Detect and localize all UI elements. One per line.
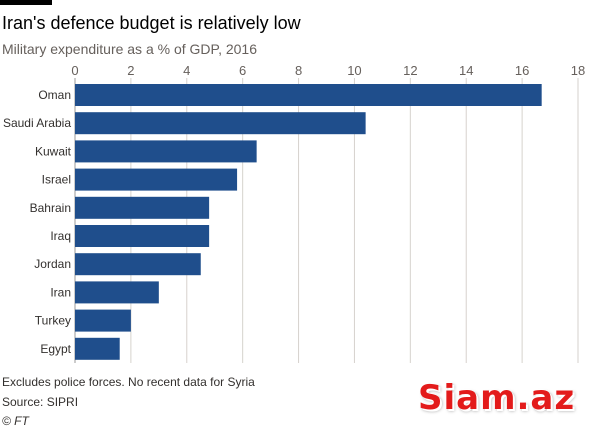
category-label: Iran xyxy=(50,285,71,299)
bar-iran xyxy=(75,281,159,304)
x-tick-label: 14 xyxy=(459,63,473,78)
bar-israel xyxy=(75,168,238,191)
category-label: Israel xyxy=(42,173,71,187)
category-label: Saudi Arabia xyxy=(3,116,71,130)
x-tick-label: 6 xyxy=(239,63,246,78)
bar-jordan xyxy=(75,253,201,276)
x-axis-ticks: 0 2 4 6 8 10 12 14 16 18 xyxy=(71,63,585,78)
bar-saudi-arabia xyxy=(75,112,366,135)
chart-subtitle: Military expenditure as a % of GDP, 2016 xyxy=(2,41,257,57)
watermark-logo: Siam.az xyxy=(418,378,576,418)
category-label: Jordan xyxy=(34,257,71,271)
bar-turkey xyxy=(75,309,131,332)
x-tick-label: 18 xyxy=(571,63,585,78)
brand-bar xyxy=(0,0,52,5)
chart-note: Excludes police forces. No recent data f… xyxy=(2,375,255,389)
category-labels: Oman Saudi Arabia Kuwait Israel Bahrain Iraq J… xyxy=(3,88,72,356)
x-tick-label: 12 xyxy=(403,63,417,78)
x-tick-label: 8 xyxy=(295,63,302,78)
bar-chart: 0 2 4 6 8 10 12 14 16 18 Oman Saudi Arabia Kuwait Is… xyxy=(3,63,585,363)
category-label: Bahrain xyxy=(30,201,71,215)
category-label: Egypt xyxy=(40,342,71,356)
bars xyxy=(75,84,542,360)
chart-source: Source: SIPRI xyxy=(2,395,79,409)
x-tick-label: 10 xyxy=(347,63,361,78)
x-tick-label: 4 xyxy=(183,63,190,78)
bar-kuwait xyxy=(75,140,257,163)
bar-iraq xyxy=(75,225,210,247)
category-label: Iraq xyxy=(50,229,71,243)
bar-oman xyxy=(75,84,542,106)
category-label: Oman xyxy=(38,88,71,102)
category-label: Kuwait xyxy=(35,144,72,158)
bar-egypt xyxy=(75,337,120,360)
chart-title: Iran's defence budget is relatively low xyxy=(2,13,301,33)
x-tick-label: 16 xyxy=(515,63,529,78)
x-tick-label: 0 xyxy=(71,63,78,78)
bar-bahrain xyxy=(75,196,210,219)
x-tick-label: 2 xyxy=(127,63,134,78)
category-label: Turkey xyxy=(35,314,71,328)
chart-credit: © FT xyxy=(2,414,29,428)
